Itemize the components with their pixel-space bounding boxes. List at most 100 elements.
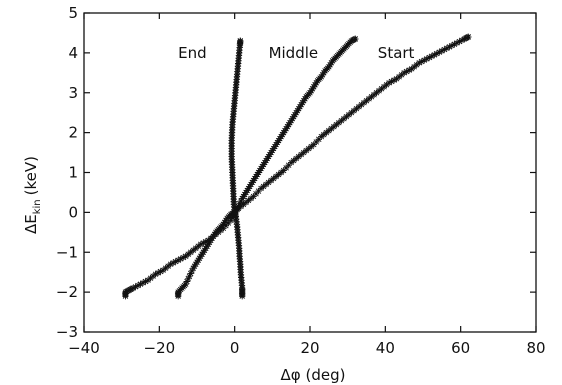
data-point	[456, 38, 463, 45]
data-point	[232, 207, 240, 214]
data-point	[154, 269, 162, 277]
x-tick-label: 40	[376, 339, 395, 357]
data-point	[201, 247, 208, 254]
data-point	[266, 151, 274, 158]
data-point	[465, 33, 472, 41]
data-point	[227, 217, 235, 224]
data-point	[134, 282, 142, 289]
data-point	[310, 141, 317, 148]
data-point	[282, 164, 290, 172]
data-point	[200, 249, 207, 256]
data-point	[287, 117, 295, 124]
data-point	[157, 268, 164, 275]
data-point	[196, 255, 203, 262]
data-point	[246, 183, 253, 190]
data-point	[318, 73, 325, 80]
data-point	[388, 78, 395, 85]
data-point	[328, 59, 335, 67]
data-point	[416, 59, 423, 67]
data-point	[313, 138, 320, 146]
data-point	[225, 219, 232, 227]
data-point	[262, 157, 270, 164]
data-point	[269, 147, 276, 154]
data-point	[285, 121, 292, 128]
data-point	[265, 153, 272, 160]
data-point	[205, 241, 212, 248]
data-point	[308, 87, 315, 94]
data-point	[290, 113, 297, 120]
data-point	[272, 141, 280, 148]
data-point	[264, 155, 271, 162]
data-point	[453, 39, 461, 47]
x-tick-label: −40	[68, 339, 100, 357]
data-point	[271, 143, 279, 150]
data-point	[202, 238, 209, 245]
data-point	[284, 123, 291, 130]
data-point	[211, 231, 218, 238]
data-point	[458, 37, 466, 44]
data-point	[210, 233, 217, 240]
data-point	[192, 261, 199, 268]
data-point	[207, 237, 215, 244]
data-point	[255, 169, 262, 176]
data-point	[436, 49, 443, 56]
data-point	[400, 69, 408, 77]
x-tick-label: 20	[300, 339, 319, 357]
data-point	[301, 95, 309, 102]
data-point	[239, 195, 246, 202]
data-point	[390, 76, 398, 84]
data-point	[256, 167, 263, 174]
data-point	[279, 131, 286, 138]
data-point	[286, 119, 294, 126]
data-point	[285, 161, 292, 169]
data-point	[242, 189, 250, 196]
y-tick-label: 3	[68, 84, 78, 102]
data-point	[257, 165, 265, 172]
data-point	[280, 129, 287, 136]
y-tick-label: 1	[68, 164, 78, 182]
data-point	[319, 71, 326, 79]
data-point	[237, 37, 244, 45]
data-point	[443, 45, 451, 52]
data-point	[426, 54, 433, 61]
data-point	[172, 258, 179, 265]
data-point	[259, 163, 266, 170]
y-axis-title: ΔEkin (keV)	[22, 156, 43, 234]
data-point	[233, 205, 241, 212]
data-point	[433, 50, 441, 57]
data-point	[244, 187, 251, 194]
data-point	[292, 109, 300, 116]
data-point	[182, 280, 189, 288]
data-point	[403, 68, 410, 75]
data-point	[179, 254, 187, 261]
data-point	[325, 63, 333, 71]
data-point	[310, 83, 317, 90]
data-point	[250, 193, 257, 200]
data-point	[291, 111, 299, 118]
data-point	[193, 259, 201, 266]
data-point	[298, 101, 305, 108]
data-point	[169, 259, 177, 267]
y-tick-label: 0	[68, 203, 78, 221]
data-point	[142, 278, 149, 285]
y-axis-title-unit: (keV)	[22, 156, 40, 195]
data-point	[167, 261, 174, 268]
data-point	[220, 221, 227, 228]
data-point	[197, 253, 204, 260]
data-point	[282, 125, 290, 132]
data-point	[152, 270, 159, 278]
data-point	[423, 55, 430, 63]
y-tick-label: 4	[68, 44, 78, 62]
data-point	[446, 43, 453, 51]
data-point	[221, 219, 228, 226]
data-point	[202, 245, 209, 252]
data-point	[281, 127, 289, 134]
annotation-label: End	[178, 44, 207, 62]
data-point	[187, 270, 194, 277]
data-point	[320, 69, 328, 77]
annotation-label: Middle	[269, 44, 319, 62]
data-point	[241, 191, 248, 198]
data-point	[208, 235, 216, 242]
data-point	[250, 177, 257, 184]
